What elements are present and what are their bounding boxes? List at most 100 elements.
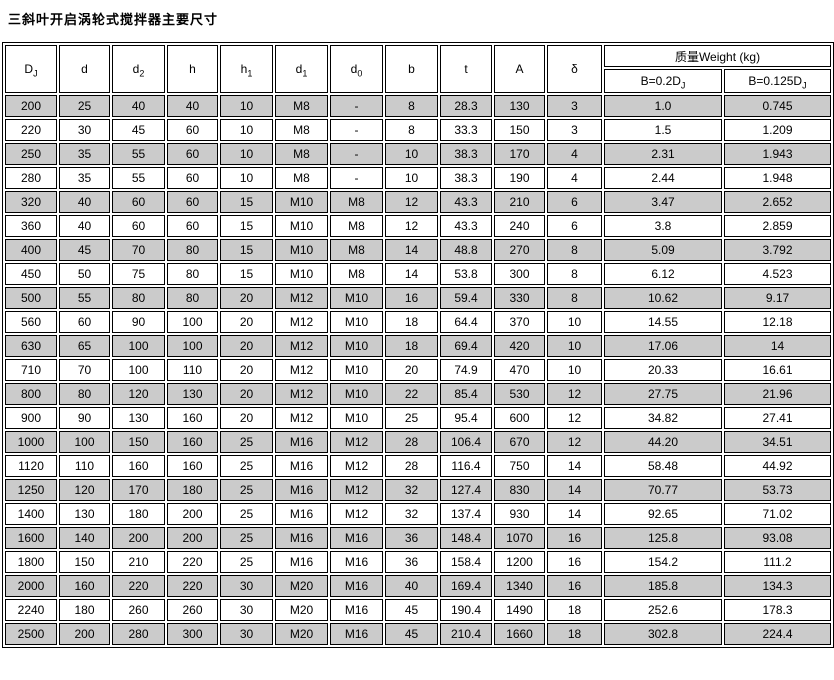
table-cell: 70 <box>59 359 110 381</box>
table-cell: 1.209 <box>724 119 832 141</box>
table-cell: 1000 <box>5 431 57 453</box>
table-cell: 2.859 <box>724 215 832 237</box>
table-cell: M10 <box>330 335 383 357</box>
table-cell: 10 <box>220 143 273 165</box>
table-cell: 111.2 <box>724 551 832 573</box>
table-cell: 74.9 <box>440 359 492 381</box>
table-cell: 260 <box>112 599 165 621</box>
table-row: 250 35 55 60 10 M8-10 38.3 170 4 2.31 1.943 <box>5 143 832 165</box>
table-cell: 70.77 <box>604 479 722 501</box>
table-cell: M16 <box>330 527 383 549</box>
table-cell: 240 <box>494 215 545 237</box>
table-cell: 20 <box>220 407 273 429</box>
table-cell: 27.75 <box>604 383 722 405</box>
table-cell: 15 <box>220 215 273 237</box>
table-cell: 1120 <box>5 455 57 477</box>
col-label: h <box>240 62 248 76</box>
table-row: 500 55 80 80 20 M12 M10 16 59.4 330 8 10.62 9.17 <box>5 287 832 309</box>
table-cell: 60 <box>112 191 165 213</box>
table-cell: M10 <box>275 239 328 261</box>
table-cell: 6.12 <box>604 263 722 285</box>
table-cell: 15 <box>220 191 273 213</box>
table-cell: 420 <box>494 335 545 357</box>
table-cell: 1.0 <box>604 95 722 117</box>
col-label: d <box>81 62 88 76</box>
table-cell: 60 <box>167 143 218 165</box>
table-cell: 58.48 <box>604 455 722 477</box>
table-cell: M8 <box>330 239 383 261</box>
table-cell: 1340 <box>494 575 545 597</box>
table-row: 320 40 60 60 15 M10 M8 12 43.3 210 6 3.47 2.652 <box>5 191 832 213</box>
table-cell: 140 <box>59 527 110 549</box>
table-row: 2000 160 220 220 30 M20 M16 40 169.4 1340 16 185.8 1… <box>5 575 832 597</box>
table-cell: 100 <box>112 359 165 381</box>
table-cell: 3 <box>547 119 602 141</box>
table-cell: M12 <box>275 359 328 381</box>
table-cell: 100 <box>112 335 165 357</box>
table-cell: 100 <box>167 335 218 357</box>
table-cell: 160 <box>167 431 218 453</box>
table-cell: 80 <box>167 263 218 285</box>
col-header-b: b <box>385 45 438 93</box>
col-label: h <box>189 62 196 76</box>
table-cell: 200 <box>167 527 218 549</box>
table-cell: 170 <box>494 143 545 165</box>
table-cell: 25 <box>220 455 273 477</box>
table-cell: M12 <box>330 455 383 477</box>
table-cell: 10 <box>547 359 602 381</box>
table-cell: M12 <box>330 431 383 453</box>
table-cell: 10.62 <box>604 287 722 309</box>
table-cell: 154.2 <box>604 551 722 573</box>
table-cell: M8 <box>275 95 328 117</box>
table-cell: 4 <box>547 167 602 189</box>
table-cell: 18 <box>385 335 438 357</box>
col-header-d: d <box>59 45 110 93</box>
table-cell: 130 <box>59 503 110 525</box>
table-cell: M12 <box>275 311 328 333</box>
table-cell: 134.3 <box>724 575 832 597</box>
table-cell: 8 <box>547 263 602 285</box>
table-cell: 150 <box>59 551 110 573</box>
col-label: d <box>295 62 303 76</box>
table-cell: 148.4 <box>440 527 492 549</box>
table-cell: 12 <box>385 191 438 213</box>
table-cell: M20 <box>275 623 328 645</box>
table-cell: 400 <box>5 239 57 261</box>
table-cell: 40 <box>59 191 110 213</box>
table-cell: 280 <box>112 623 165 645</box>
table-cell: 12 <box>547 431 602 453</box>
table-cell: 28.3 <box>440 95 492 117</box>
table-cell: M16 <box>330 575 383 597</box>
table-cell: 450 <box>5 263 57 285</box>
table-cell: 220 <box>112 575 165 597</box>
table-cell: - <box>330 167 383 189</box>
table-cell: 3 <box>547 95 602 117</box>
col-label-sub: J <box>33 68 38 79</box>
table-cell: 25 <box>220 479 273 501</box>
table-cell: M10 <box>275 191 328 213</box>
header-row-2: B=0.2DJ B=0.125DJ <box>5 69 832 93</box>
table-row: 280 35 55 60 10 M8-10 38.3 190 4 2.44 1.948 <box>5 167 832 189</box>
table-cell: 260 <box>167 599 218 621</box>
table-cell: 32 <box>385 503 438 525</box>
col-header-delta: δ <box>547 45 602 93</box>
table-cell: 43.3 <box>440 191 492 213</box>
table-cell: 330 <box>494 287 545 309</box>
table-cell: M12 <box>330 479 383 501</box>
col-label: B=0.2D <box>640 74 681 88</box>
table-cell: 95.4 <box>440 407 492 429</box>
table-cell: 16 <box>547 575 602 597</box>
col-label: d <box>350 62 358 76</box>
table-cell: 180 <box>112 503 165 525</box>
table-cell: 53.8 <box>440 263 492 285</box>
table-row: 450 50 75 80 15 M10 M8 14 53.8 300 8 6.12 4.523 <box>5 263 832 285</box>
table-cell: 55 <box>112 143 165 165</box>
table-cell: 185.8 <box>604 575 722 597</box>
table-cell: 110 <box>167 359 218 381</box>
table-cell: 12 <box>547 383 602 405</box>
table-cell: 12 <box>547 407 602 429</box>
table-cell: 16 <box>385 287 438 309</box>
table-cell: 45 <box>112 119 165 141</box>
table-row: 1400 130 180 200 25 M16 M12 32 137.4 930 14 92.65 71… <box>5 503 832 525</box>
table-cell: 38.3 <box>440 167 492 189</box>
